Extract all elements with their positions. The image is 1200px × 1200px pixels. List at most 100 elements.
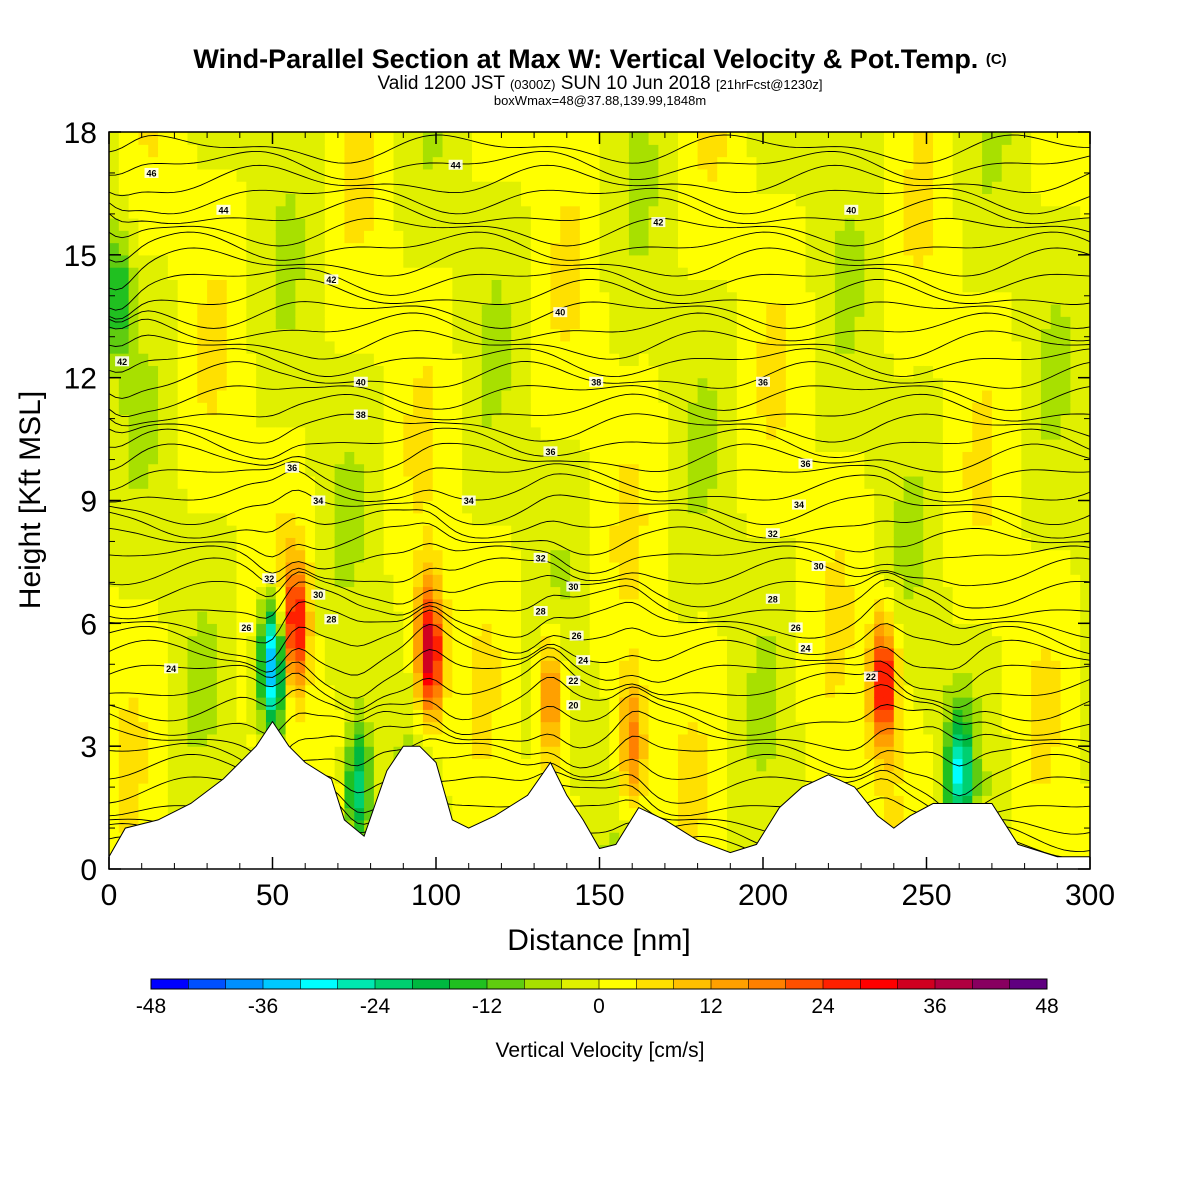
- velocity-cell: [570, 426, 581, 440]
- velocity-cell: [619, 303, 630, 317]
- velocity-cell: [471, 254, 483, 268]
- velocity-cell: [246, 168, 257, 182]
- velocity-cell: [746, 672, 758, 686]
- velocity-cell: [834, 144, 846, 158]
- velocity-cell: [589, 598, 601, 612]
- velocity-cell: [785, 291, 797, 305]
- velocity-cell: [295, 279, 306, 293]
- velocity-cell: [344, 709, 355, 723]
- velocity-cell: [668, 254, 679, 268]
- velocity-cell: [344, 549, 355, 563]
- velocity-cell: [403, 389, 414, 403]
- velocity-cell: [481, 709, 493, 723]
- velocity-cell: [756, 168, 767, 182]
- velocity-cell: [687, 291, 699, 305]
- velocity-cell: [668, 316, 679, 330]
- velocity-cell: [834, 598, 846, 612]
- velocity-cell: [579, 316, 591, 330]
- velocity-cell: [167, 709, 179, 723]
- velocity-cell: [138, 132, 149, 145]
- velocity-cell: [825, 475, 836, 489]
- velocity-cell: [256, 709, 267, 723]
- velocity-cell: [766, 389, 777, 403]
- velocity-cell: [246, 181, 257, 195]
- velocity-cell: [452, 267, 463, 280]
- velocity-cell: [795, 205, 807, 219]
- velocity-cell: [844, 697, 856, 710]
- velocity-cell: [432, 402, 444, 416]
- velocity-cell: [677, 660, 689, 674]
- velocity-cell: [138, 463, 149, 477]
- velocity-cell: [668, 525, 679, 538]
- velocity-cell: [403, 488, 414, 502]
- velocity-cell: [570, 635, 581, 649]
- velocity-cell: [187, 426, 198, 440]
- velocity-cell: [776, 217, 787, 231]
- velocity-cell: [648, 672, 659, 686]
- velocity-cell: [265, 254, 277, 268]
- velocity-cell: [246, 586, 257, 600]
- velocity-cell: [373, 267, 385, 280]
- velocity-cell: [893, 451, 905, 465]
- velocity-cell: [481, 353, 493, 366]
- velocity-cell: [579, 181, 591, 195]
- velocity-cell: [334, 512, 346, 526]
- velocity-cell: [579, 279, 591, 293]
- velocity-cell: [226, 389, 238, 403]
- velocity-cell: [677, 168, 689, 182]
- velocity-cell: [825, 512, 836, 526]
- velocity-cell: [393, 574, 404, 588]
- velocity-cell: [795, 426, 807, 440]
- velocity-cell: [805, 439, 816, 452]
- velocity-cell: [285, 721, 296, 735]
- velocity-cell: [452, 672, 463, 686]
- velocity-cell: [707, 733, 718, 747]
- velocity-cell: [285, 733, 296, 747]
- velocity-cell: [530, 205, 542, 219]
- velocity-cell: [521, 746, 532, 760]
- velocity-cell: [619, 549, 630, 563]
- velocity-cell: [393, 230, 404, 244]
- velocity-cell: [883, 389, 895, 403]
- velocity-cell: [609, 586, 620, 600]
- velocity-cell: [687, 316, 699, 330]
- velocity-cell: [315, 488, 326, 502]
- velocity-cell: [197, 463, 208, 477]
- velocity-cell: [746, 635, 758, 649]
- velocity-cell: [883, 291, 895, 305]
- velocity-cell: [776, 586, 787, 600]
- velocity-cell: [246, 254, 257, 268]
- velocity-cell: [560, 340, 571, 354]
- velocity-cell: [177, 144, 189, 158]
- velocity-cell: [609, 193, 620, 207]
- velocity-cell: [834, 414, 846, 428]
- velocity-cell: [589, 733, 601, 747]
- velocity-cell: [697, 819, 709, 833]
- velocity-cell: [118, 291, 130, 305]
- velocity-cell: [471, 426, 483, 440]
- velocity-cell: [511, 549, 522, 563]
- velocity-cell: [707, 758, 718, 772]
- velocity-cell: [334, 561, 346, 575]
- velocity-cell: [717, 328, 728, 342]
- velocity-cell: [207, 746, 218, 760]
- velocity-cell: [167, 647, 179, 661]
- velocity-cell: [815, 267, 826, 280]
- velocity-cell: [677, 598, 689, 612]
- velocity-cell: [393, 402, 404, 416]
- velocity-cell: [864, 217, 875, 231]
- velocity-cell: [481, 721, 493, 735]
- velocity-cell: [471, 353, 483, 366]
- velocity-cell: [638, 525, 650, 538]
- velocity-cell: [648, 205, 659, 219]
- velocity-cell: [511, 525, 522, 538]
- velocity-cell: [501, 525, 512, 538]
- velocity-cell: [697, 365, 709, 379]
- velocity-cell: [638, 291, 650, 305]
- velocity-cell: [903, 340, 915, 354]
- velocity-cell: [432, 733, 444, 747]
- velocity-cell: [236, 574, 247, 588]
- velocity-cell: [275, 389, 287, 403]
- velocity-cell: [579, 377, 591, 391]
- velocity-cell: [854, 475, 865, 489]
